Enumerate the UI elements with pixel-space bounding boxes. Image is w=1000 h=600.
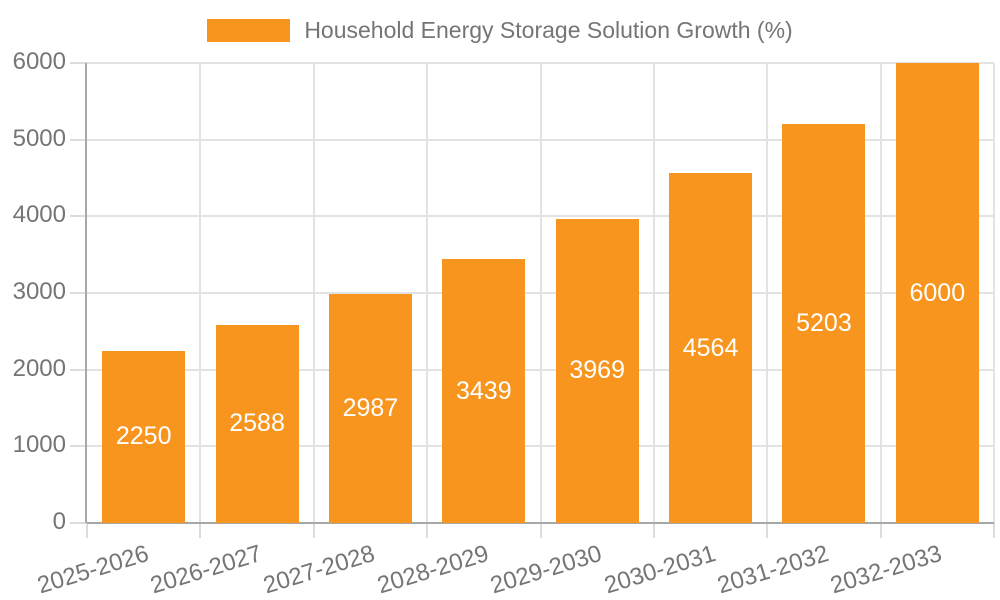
bar-value-label: 4564 [682, 333, 739, 362]
gridline-vertical [879, 63, 882, 523]
y-axis-tick-label: 4000 [12, 201, 66, 229]
gridline-vertical [199, 63, 202, 523]
x-axis-tick [312, 523, 315, 538]
gridline-vertical [652, 63, 655, 523]
gridline-vertical [539, 63, 542, 523]
bar-value-label: 6000 [909, 278, 966, 307]
x-axis-tick [86, 523, 88, 538]
bar[interactable]: 2250 [102, 350, 186, 523]
y-axis-tick [70, 292, 87, 294]
gridline-vertical [993, 63, 995, 523]
bar[interactable]: 6000 [895, 63, 979, 523]
x-axis-tick [199, 523, 202, 538]
bar-value-label: 3439 [456, 376, 512, 405]
x-axis-tick [993, 523, 995, 538]
y-axis-tick [70, 138, 87, 141]
y-axis-tick-label: 2000 [12, 354, 66, 382]
y-axis-tick [70, 445, 87, 448]
y-axis-line [85, 63, 87, 523]
legend[interactable]: Household Energy Storage Solution Growth… [0, 17, 1000, 43]
gridline-vertical [312, 63, 315, 523]
x-axis-tick [539, 523, 542, 538]
y-axis-tick-label: 3000 [12, 277, 66, 305]
x-axis-line [87, 522, 994, 524]
x-axis-tick [652, 523, 655, 538]
legend-swatch-icon [207, 18, 291, 42]
bar[interactable]: 5203 [782, 124, 866, 523]
y-axis-tick [70, 62, 87, 64]
bar-value-label: 5203 [796, 309, 852, 338]
y-axis-tick-label: 1000 [12, 431, 66, 459]
bar[interactable]: 3439 [442, 259, 526, 523]
bar-value-label: 2250 [115, 422, 172, 451]
bar[interactable]: 3969 [555, 218, 639, 523]
y-axis-tick [70, 215, 87, 218]
legend-label: Household Energy Storage Solution Growth… [304, 17, 793, 43]
y-axis-tick-label: 5000 [12, 124, 66, 152]
gridline-vertical [766, 63, 769, 523]
bar[interactable]: 2987 [328, 293, 412, 523]
y-axis-tick [70, 368, 87, 371]
y-axis-tick-label: 0 [52, 507, 66, 535]
bar-value-label: 3969 [569, 356, 625, 385]
bar[interactable]: 4564 [669, 173, 753, 523]
x-axis-tick [766, 523, 769, 538]
bar-value-label: 2588 [229, 409, 285, 438]
y-axis-tick-label: 6000 [12, 47, 66, 75]
bar-value-label: 2987 [342, 393, 399, 422]
x-axis-tick [879, 523, 882, 538]
gridline-vertical [426, 63, 429, 523]
x-axis-tick [426, 523, 429, 538]
y-axis-tick [70, 522, 87, 524]
bar[interactable]: 2588 [215, 324, 299, 523]
